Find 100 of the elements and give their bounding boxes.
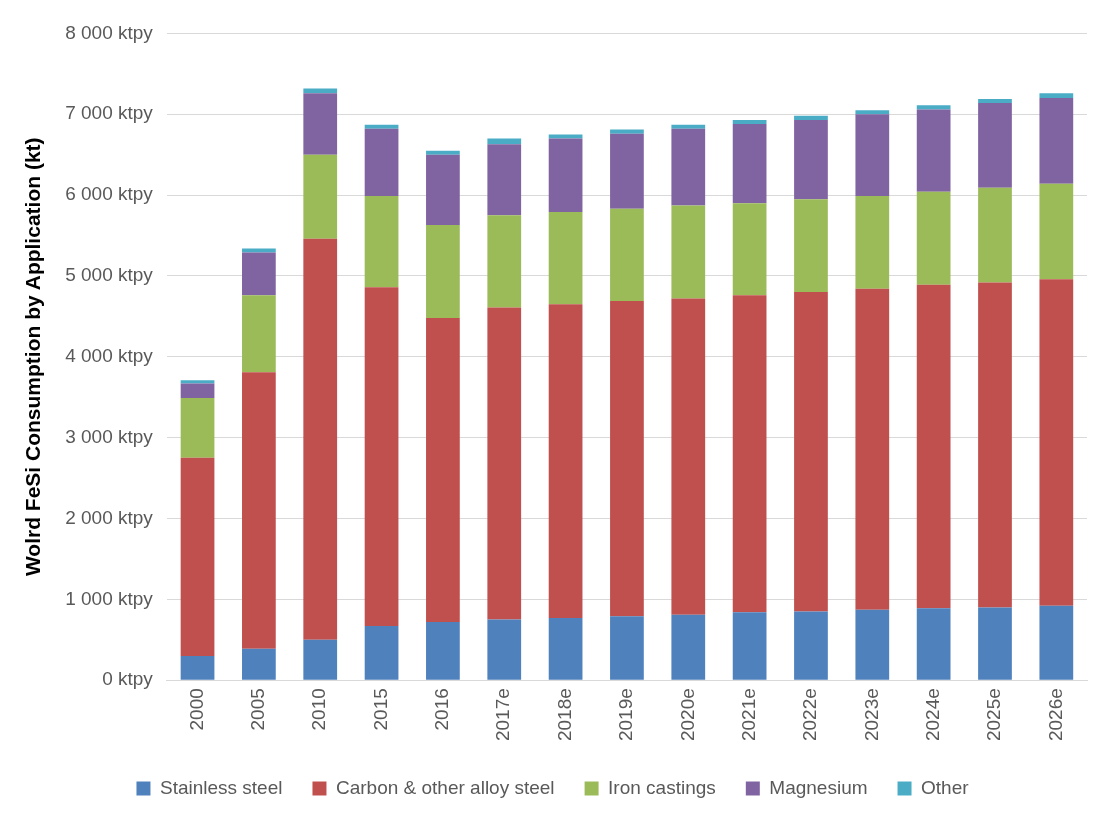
bar — [242, 372, 276, 649]
y-tick-label: 1 000 ktpy — [65, 587, 154, 609]
bar — [426, 154, 460, 225]
y-tick-label: 7 000 ktpy — [65, 102, 154, 124]
bar — [1039, 93, 1074, 99]
y-tick-label: 0 ktpy — [102, 668, 154, 690]
bar — [242, 248, 276, 253]
bar — [548, 212, 583, 305]
legend-label: Magnesium — [769, 776, 868, 798]
x-tick-label: 2022e — [799, 688, 821, 742]
bar — [548, 134, 583, 139]
bar — [916, 284, 951, 609]
x-tick-label: 2024e — [921, 688, 943, 742]
bar — [426, 317, 460, 622]
bar — [978, 187, 1012, 283]
y-tick-label: 2 000 ktpy — [65, 506, 154, 528]
bar — [426, 621, 460, 680]
bar — [364, 195, 399, 288]
bar — [364, 287, 399, 626]
bar — [487, 138, 522, 145]
bar — [671, 614, 706, 680]
bar — [671, 205, 706, 299]
x-tick-label: 2023e — [860, 688, 882, 742]
bar — [732, 123, 767, 204]
y-tick-label: 4 000 ktpy — [65, 345, 154, 367]
bar — [1039, 279, 1074, 606]
bar — [180, 380, 215, 384]
x-tick-label: 2005 — [247, 688, 269, 731]
bar — [1039, 183, 1074, 280]
bar — [364, 124, 399, 129]
bar — [242, 295, 276, 373]
bar — [1039, 98, 1074, 184]
bar — [671, 298, 706, 615]
y-axis-title: Wolrd FeSi Consumption by Application (kt) — [21, 137, 45, 577]
bar — [978, 607, 1012, 680]
bar — [487, 307, 522, 620]
x-tick-label: 2019e — [615, 688, 637, 742]
bar — [548, 138, 583, 213]
y-tick-label: 3 000 ktpy — [65, 425, 154, 447]
y-tick-label: 8 000 ktpy — [65, 21, 154, 43]
bar — [732, 295, 767, 613]
bar — [610, 208, 644, 301]
bar — [364, 626, 399, 680]
bar — [180, 655, 215, 680]
bar — [180, 398, 215, 458]
bar — [548, 304, 583, 618]
bar — [916, 109, 951, 192]
bar — [242, 648, 276, 680]
x-tick-label: 2010 — [308, 688, 330, 731]
legend-label: Stainless steel — [159, 776, 283, 798]
bar — [794, 611, 828, 680]
x-tick-label: 2020e — [676, 688, 698, 742]
bar — [303, 238, 338, 640]
bar — [610, 129, 644, 134]
legend-label: Carbon & other alloy steel — [335, 776, 555, 798]
bar — [426, 225, 460, 318]
bar — [916, 105, 951, 110]
bar — [671, 128, 706, 206]
bar — [855, 110, 890, 115]
x-tick-label: 2016 — [431, 688, 453, 731]
bar — [794, 292, 828, 612]
bar — [180, 383, 215, 399]
bar — [1039, 605, 1074, 680]
bar — [732, 119, 767, 124]
bar — [794, 115, 828, 120]
bar — [794, 119, 828, 200]
bar — [855, 114, 890, 196]
bar — [487, 619, 522, 680]
bar — [732, 203, 767, 296]
bar — [671, 124, 706, 129]
x-tick-label: 2017e — [492, 688, 514, 742]
bar — [548, 617, 583, 680]
bar — [487, 215, 522, 308]
bar — [364, 128, 399, 196]
bar — [978, 102, 1012, 188]
x-tick-label: 2015 — [369, 688, 391, 731]
x-tick-label: 2025e — [983, 688, 1005, 742]
bar — [610, 616, 644, 680]
bar — [303, 93, 338, 155]
bar — [180, 457, 215, 656]
bar — [916, 608, 951, 680]
bar — [303, 154, 338, 239]
bar — [242, 252, 276, 296]
bar — [487, 144, 522, 216]
y-tick-label: 6 000 ktpy — [65, 183, 154, 205]
bar — [794, 199, 828, 293]
x-tick-label: 2000 — [185, 688, 207, 731]
bar — [978, 282, 1012, 608]
x-tick-label: 2021e — [737, 688, 759, 742]
bar — [916, 191, 951, 285]
bar — [610, 301, 644, 617]
x-tick-label: 2018e — [553, 688, 575, 742]
bar — [303, 639, 338, 680]
bar — [855, 609, 890, 680]
bar — [855, 288, 890, 610]
y-tick-label: 5 000 ktpy — [65, 264, 154, 286]
bar — [610, 133, 644, 209]
bar — [732, 612, 767, 680]
bar — [426, 150, 460, 155]
legend-label: Other — [921, 776, 970, 798]
